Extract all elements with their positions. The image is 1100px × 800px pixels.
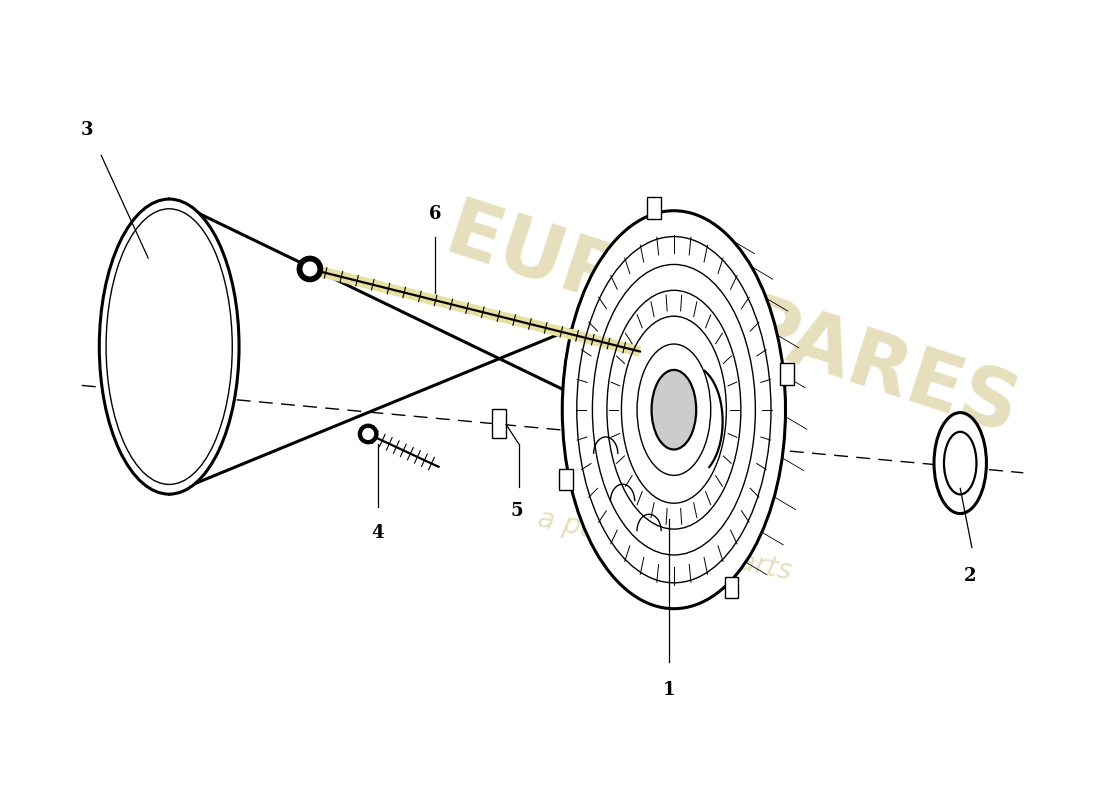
Bar	[493, 409, 506, 438]
Circle shape	[297, 256, 322, 282]
Text: 3: 3	[80, 121, 92, 139]
FancyBboxPatch shape	[559, 469, 573, 490]
FancyBboxPatch shape	[725, 577, 738, 598]
Text: 5: 5	[510, 502, 522, 520]
Circle shape	[304, 262, 317, 276]
Text: 6: 6	[429, 205, 441, 222]
Ellipse shape	[562, 210, 785, 609]
Text: 1: 1	[663, 682, 675, 699]
Circle shape	[359, 424, 378, 444]
FancyBboxPatch shape	[780, 363, 794, 385]
FancyBboxPatch shape	[647, 197, 661, 218]
Text: 2: 2	[964, 567, 976, 585]
Text: 4: 4	[372, 524, 384, 542]
Ellipse shape	[651, 370, 696, 450]
Text: EUROSPARES: EUROSPARES	[436, 193, 1028, 452]
Circle shape	[363, 429, 374, 439]
Ellipse shape	[660, 366, 723, 477]
Text: a passion for parts: a passion for parts	[535, 505, 794, 586]
Ellipse shape	[99, 199, 239, 494]
Ellipse shape	[934, 413, 987, 514]
Polygon shape	[309, 264, 641, 357]
